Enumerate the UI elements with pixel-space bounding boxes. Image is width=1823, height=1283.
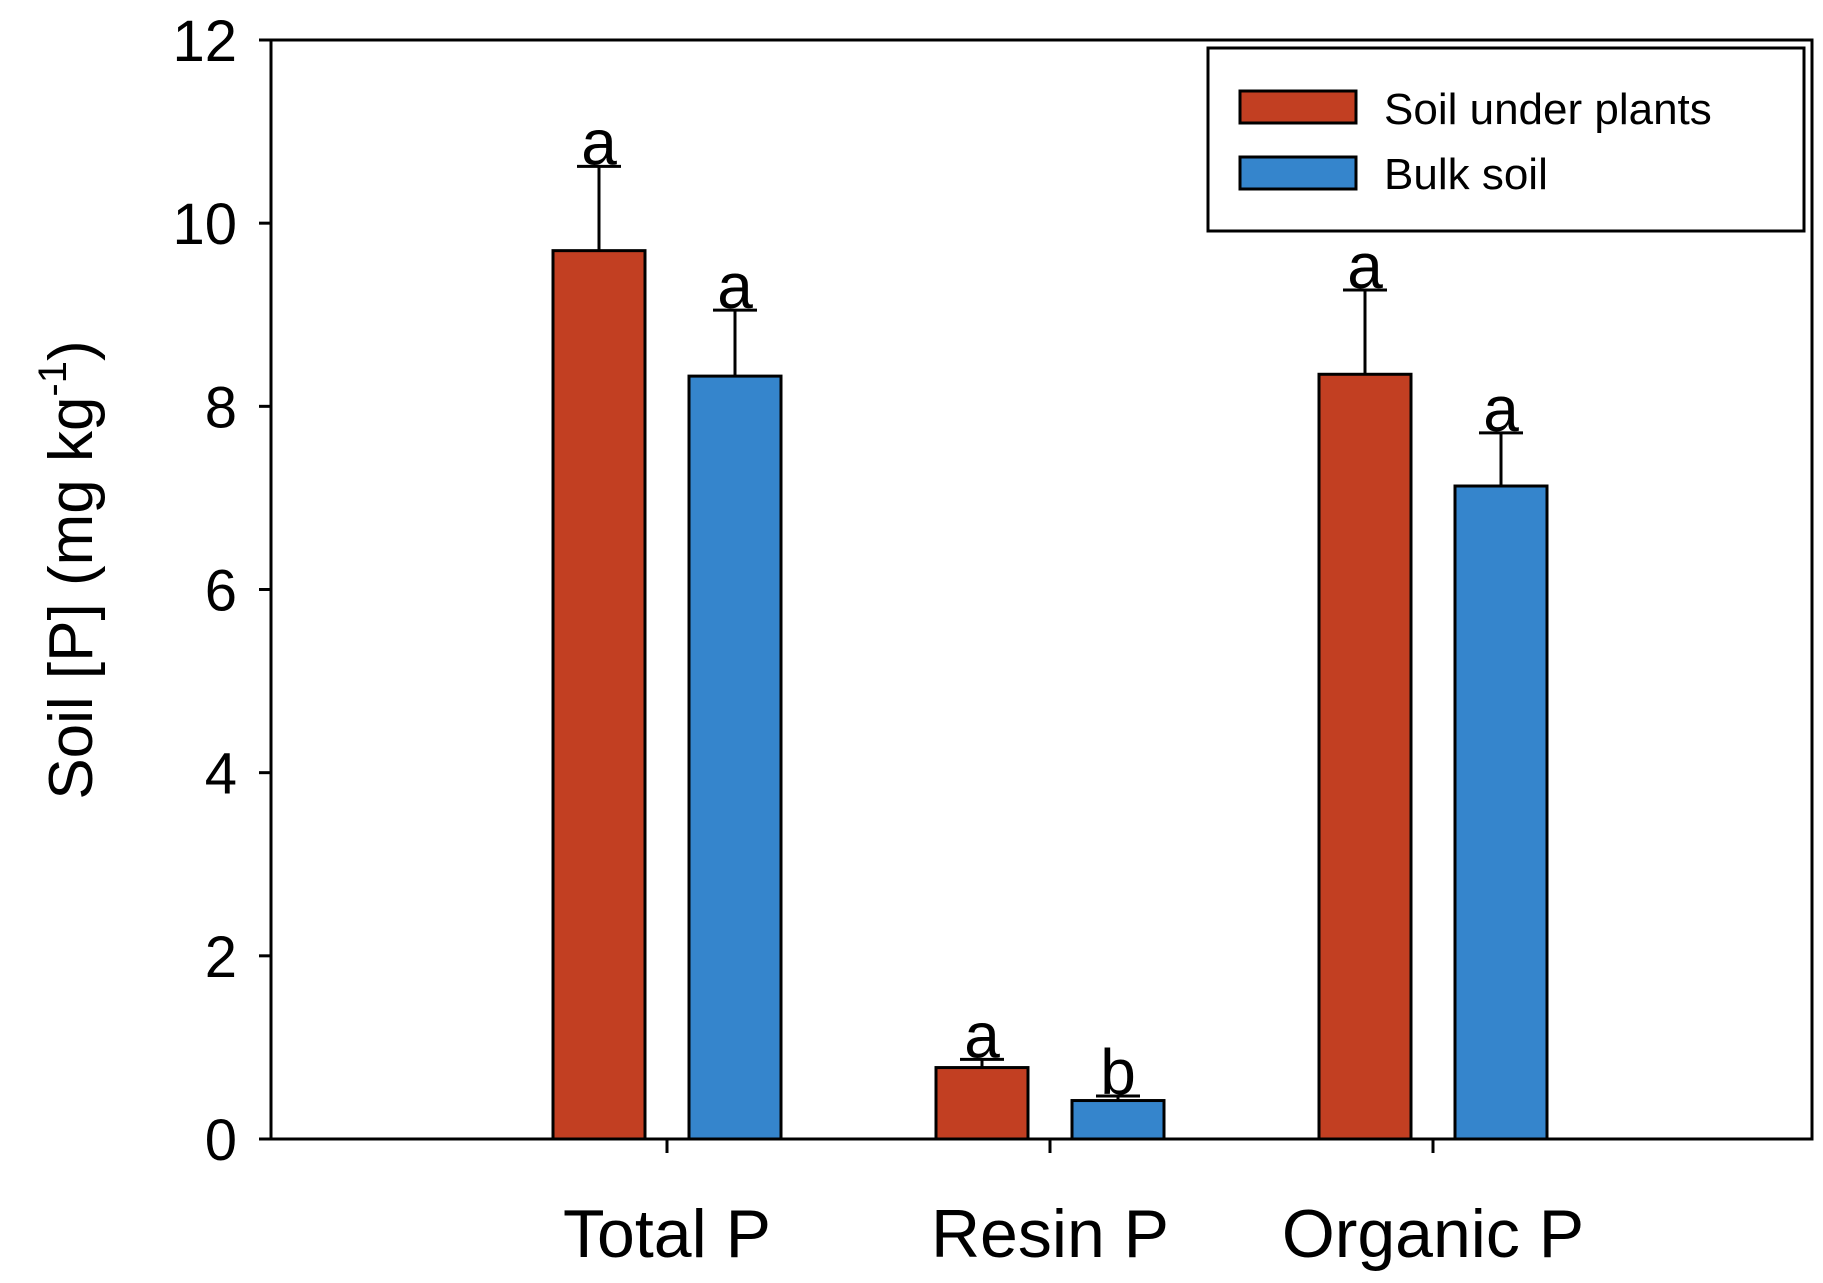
legend-swatch-soil-under-plants	[1238, 89, 1358, 125]
legend-label-bulk-soil: Bulk soil	[1384, 150, 1548, 199]
y-tick-label-4: 8	[205, 375, 237, 440]
bar-soil-under-plants-total-p	[551, 249, 647, 1141]
x-tick-label-total-p: Total P	[563, 1196, 771, 1272]
significance-letter-soil-under-plants-total-p: a	[581, 106, 617, 178]
legend-box	[1206, 46, 1806, 233]
significance-letter-soil-under-plants-organic-p: a	[1347, 230, 1383, 302]
y-tick-label-3: 6	[205, 559, 237, 624]
legend-swatch-bulk-soil	[1238, 155, 1358, 191]
significance-letter-soil-under-plants-resin-p: a	[964, 999, 1000, 1071]
x-tick-label-resin-p: Resin P	[931, 1196, 1169, 1272]
bar-bulk-soil-total-p	[687, 374, 783, 1141]
significance-letter-bulk-soil-organic-p: a	[1483, 373, 1519, 445]
y-tick-label-1: 2	[205, 925, 237, 990]
legend: Soil under plants Bulk soil	[1206, 46, 1806, 233]
y-tick-label-6: 12	[172, 9, 237, 74]
y-tick-label-0: 0	[205, 1108, 237, 1173]
y-axis-label-close: )	[37, 340, 106, 361]
y-axis-label-main: Soil [P] (mg kg	[37, 397, 106, 800]
x-tick-label-organic-p: Organic P	[1282, 1196, 1584, 1272]
y-axis-label-superscript: -1	[31, 361, 75, 397]
bar-soil-under-plants-organic-p	[1317, 372, 1413, 1141]
bar-soil-under-plants-resin-p	[934, 1066, 1030, 1141]
significance-letter-bulk-soil-resin-p: b	[1100, 1036, 1136, 1108]
plot-area: 0 2 4 6 8 10 12 Total P a a Resin P a b Organic P a a	[172, 9, 1584, 1272]
legend-label-soil-under-plants: Soil under plants	[1384, 85, 1712, 134]
significance-letter-bulk-soil-total-p: a	[717, 250, 753, 322]
y-tick-label-5: 10	[172, 192, 237, 257]
y-axis-label: Soil [P] (mg kg-1)	[31, 340, 106, 799]
plot-frame	[269, 38, 1814, 1141]
y-tick-label-2: 4	[205, 742, 237, 807]
bar-bulk-soil-organic-p	[1453, 484, 1549, 1141]
